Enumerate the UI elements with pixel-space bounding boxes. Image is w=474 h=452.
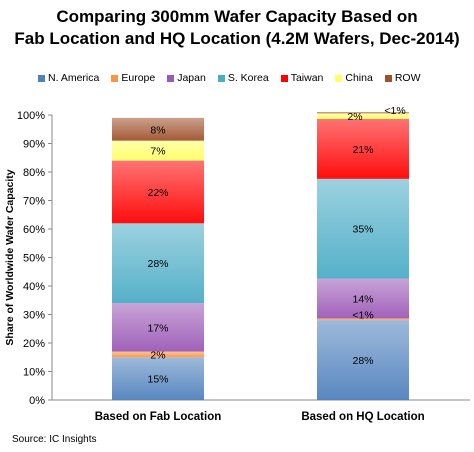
bar-segment-row — [112, 117, 204, 141]
y-tick-label: 30% — [23, 310, 45, 322]
legend-label: S. Korea — [227, 72, 269, 84]
legend-item-n-america: N. America — [38, 72, 99, 84]
bar-segment-china — [317, 113, 409, 119]
legend-swatch — [335, 74, 343, 82]
legend-label: Europe — [121, 72, 156, 84]
legend-label: ROW — [394, 72, 421, 84]
bar-segment-n-america — [317, 320, 409, 400]
x-category-label: Based on Fab Location — [95, 411, 222, 423]
data-label: 2% — [150, 349, 165, 361]
y-axis-label: Share of Worldwide Wafer Capacity — [4, 169, 16, 345]
y-tick-label: 90% — [23, 139, 45, 151]
y-tick-label: 50% — [23, 253, 45, 265]
data-label: 21% — [352, 144, 373, 156]
y-tick-label: 20% — [23, 338, 45, 350]
chart-title-line-1: Comparing 300mm Wafer Capacity Based on — [56, 7, 418, 26]
data-label: 7% — [150, 146, 165, 158]
bar-segment-europe — [112, 351, 204, 358]
bar-segment-taiwan — [112, 160, 204, 224]
y-tick-label: 0% — [29, 395, 45, 407]
legend-swatch — [38, 74, 45, 82]
legend-swatch — [384, 74, 392, 82]
data-label: <1% — [384, 105, 405, 117]
legend-item-japan: Japan — [167, 72, 206, 84]
data-label: 35% — [352, 224, 373, 236]
bar-segment-s-korea — [317, 178, 409, 279]
y-tick-label: 10% — [23, 367, 45, 379]
bar-segment-s-korea — [112, 223, 204, 304]
data-label: 28% — [352, 355, 373, 367]
source-note: Source: IC Insights — [12, 434, 97, 445]
chart-title-line-2: Fab Location and HQ Location (4.2M Wafer… — [14, 29, 460, 48]
data-label: <1% — [352, 309, 373, 321]
data-label: 17% — [147, 322, 168, 334]
bar-segment-n-america — [112, 357, 204, 400]
bar-segment-japan — [112, 303, 204, 352]
data-label: 8% — [150, 124, 165, 136]
legend-item-europe: Europe — [111, 72, 155, 84]
bar-segment-europe — [317, 318, 409, 321]
legend-swatch — [167, 74, 175, 82]
bar-segment-row — [317, 112, 409, 114]
bar-segment-taiwan — [317, 118, 409, 179]
y-tick-label: 40% — [23, 281, 45, 293]
x-category-label: Based on HQ Location — [301, 411, 424, 423]
y-tick-label: 100% — [17, 110, 45, 122]
legend-label: N. America — [48, 72, 100, 84]
legend-label: Taiwan — [290, 72, 324, 84]
bar-segment-japan — [317, 278, 409, 319]
y-tick-label: 70% — [23, 196, 45, 208]
y-tick-label: 80% — [23, 167, 45, 179]
data-label: 15% — [147, 374, 168, 386]
legend-label: Japan — [177, 72, 206, 84]
legend-swatch — [111, 74, 119, 82]
data-label: 2% — [347, 111, 362, 123]
legend-item-row: ROW — [384, 72, 421, 84]
legend-item-china: China — [335, 72, 373, 84]
legend-item-taiwan: Taiwan — [280, 72, 324, 84]
data-label: 28% — [147, 258, 168, 270]
legend-swatch — [217, 74, 225, 82]
bar-segment-china — [112, 140, 204, 161]
y-tick-label: 60% — [23, 224, 45, 236]
data-label: 22% — [147, 187, 168, 199]
chart-title: Comparing 300mm Wafer Capacity Based on … — [0, 6, 474, 50]
chart-legend: N. America Europe Japan S. Korea Taiwan China… — [38, 70, 468, 86]
legend-swatch — [280, 74, 288, 82]
legend-item-s-korea: S. Korea — [217, 72, 269, 84]
legend-label: China — [345, 72, 373, 84]
data-label: 14% — [352, 294, 373, 306]
